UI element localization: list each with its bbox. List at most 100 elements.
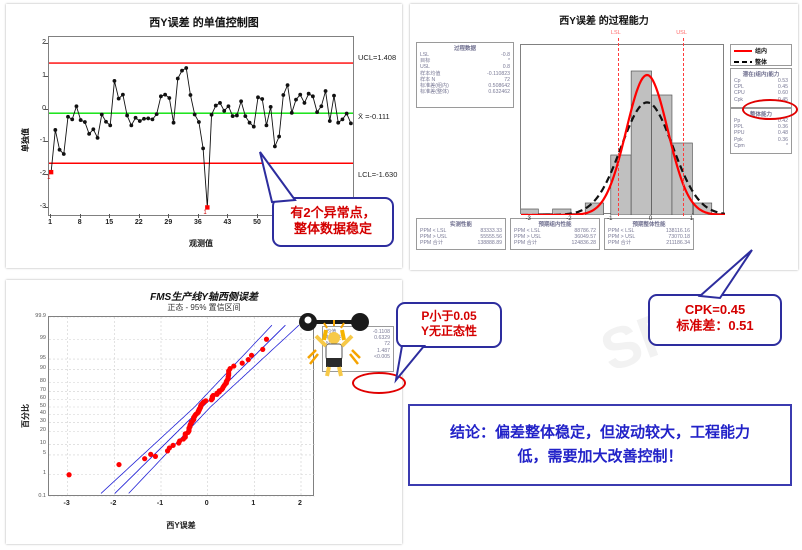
- within-capability-key: CPL: [734, 84, 744, 91]
- prob-plot-area: [48, 316, 315, 497]
- out-of-control-point: [49, 169, 54, 175]
- prob-y-tick: 60: [39, 395, 46, 402]
- data-point: [218, 101, 222, 105]
- performance-key: PPM 合计: [608, 240, 632, 247]
- overall-capability-key: PPU: [734, 130, 745, 137]
- performance-key: PPM > USL: [608, 234, 636, 241]
- data-point: [294, 97, 298, 102]
- histogram-bar: [521, 208, 539, 215]
- data-point: [227, 366, 233, 372]
- process-data-row: 样本均值 -0.110823: [417, 71, 513, 77]
- performance-row: PPM > USL 73070.18: [605, 234, 693, 240]
- data-point: [82, 120, 87, 124]
- data-point: [66, 472, 72, 478]
- performance-table: 预期整体性能 PPM < LSL 138116.16 PPM > USL 73070.1…: [604, 218, 694, 250]
- control-chart-callout: 有2个异常点， 整体数据稳定: [272, 197, 394, 247]
- pvalue-callout-line-2: Y无正态性: [420, 324, 477, 338]
- prob-x-tick: 0: [204, 500, 209, 507]
- conclusion-line-2: 低，需要加大改善控制！: [517, 448, 683, 465]
- x-tick: 15: [105, 219, 114, 226]
- data-point: [163, 92, 168, 97]
- legend-label-overall: 整体: [755, 60, 768, 66]
- data-point: [146, 116, 151, 121]
- pvalue-callout-pointer: [394, 345, 427, 384]
- data-point: [112, 78, 117, 83]
- prob-stat-value: 0.6329: [374, 335, 390, 342]
- overall-capability-key: PPL: [734, 124, 744, 131]
- x-tick: 29: [164, 219, 173, 226]
- performance-row: PPM 合计 124836.28: [511, 240, 599, 246]
- performance-row: PPM 合计 211186.34: [605, 240, 693, 246]
- data-point: [167, 96, 172, 100]
- x-tick-mark: [197, 214, 199, 218]
- x-tick: 1: [48, 219, 53, 226]
- data-point: [142, 456, 148, 462]
- prob-stat-key: 均值: [326, 329, 337, 335]
- data-point: [239, 360, 245, 366]
- overall-capability-row: Cpm *: [731, 143, 791, 149]
- data-point: [281, 93, 286, 97]
- data-point: [332, 93, 336, 98]
- performance-value: 88786.72: [574, 228, 596, 234]
- data-point: [230, 114, 235, 119]
- prob-y-tick: 95: [39, 354, 46, 361]
- x-tick-mark: [168, 214, 170, 218]
- prob-x-tick: 1: [251, 500, 256, 507]
- violation-label: 1: [203, 210, 207, 217]
- data-point: [70, 117, 75, 122]
- within-capability-row: CPL 0.45: [731, 84, 791, 90]
- prob-y-tick: 50: [39, 402, 46, 409]
- data-point: [116, 96, 121, 101]
- performance-table: 实测性能 PPM < LSL 83333.33 PPM > USL 55555.56 PP…: [416, 218, 506, 250]
- data-point: [171, 120, 176, 125]
- data-point: [323, 89, 328, 93]
- prob-y-tick: 99.9: [35, 312, 46, 319]
- prob-y-tick: 70: [39, 387, 46, 394]
- performance-key: PPM > USL: [514, 234, 542, 241]
- within-capability-value: 0.45: [777, 84, 788, 91]
- performance-row: PPM > USL 36049.57: [511, 234, 599, 240]
- within-capability-key: Cpk: [734, 96, 743, 103]
- prob-y-tick: 1: [42, 470, 46, 477]
- prob-x-tick: 2: [298, 500, 302, 507]
- control-chart-xlabel: 观测值: [189, 239, 213, 248]
- performance-table-header: 预期组内性能: [538, 222, 572, 228]
- y-tick: -1: [39, 137, 46, 145]
- data-point: [87, 132, 92, 136]
- process-data-value: *: [507, 58, 510, 65]
- capability-x-tick: -2: [566, 216, 572, 222]
- performance-row: PPM < LSL 88786.72: [511, 228, 599, 234]
- within-capability-row: Cp 0.53: [731, 78, 791, 84]
- conclusion-line-1: 结论：偏差整体稳定，但波动较大，工程能力: [449, 424, 750, 441]
- data-point: [95, 135, 100, 140]
- within-capability-value: 0.53: [777, 78, 788, 84]
- pvalue-highlight-ellipse: [352, 372, 406, 394]
- data-point: [150, 117, 155, 122]
- x-tick-mark: [79, 214, 81, 218]
- control-chart-callout-pointer: [259, 151, 297, 204]
- y-tick: 0: [30, 105, 46, 112]
- prob-plot-xlabel: 西Y误差: [166, 521, 196, 530]
- solid-line-icon: [734, 49, 752, 52]
- density-curve: [521, 73, 725, 215]
- performance-row: PPM 合计 138888.89: [417, 240, 505, 246]
- data-point: [310, 94, 315, 99]
- data-point: [231, 363, 237, 369]
- performance-key: PPM < LSL: [608, 228, 635, 234]
- process-data-key: 标准差(组内): [420, 83, 449, 90]
- capability-x-tick: 1: [689, 216, 694, 222]
- data-point: [289, 110, 294, 115]
- data-point: [319, 104, 324, 109]
- center-line-label: X̄ =-0.111: [358, 112, 390, 121]
- data-point: [104, 119, 108, 124]
- callout-line-2: 整体数据稳定: [293, 221, 372, 237]
- cpk-callout-line-1: CPK=0.45: [684, 302, 746, 317]
- performance-value: 138116.16: [665, 228, 690, 234]
- data-point: [142, 116, 146, 121]
- overall-capability-row: PPL 0.36: [731, 124, 791, 130]
- data-point: [116, 461, 122, 468]
- out-of-control-point: [205, 205, 210, 210]
- process-data-box: 过程数据 LSL -0.8 目标 * USL 0.8 样本均值 -0.110823 样本 N 72…: [416, 42, 514, 108]
- capability-svg: [521, 70, 725, 215]
- process-data-row: LSL -0.8: [417, 52, 513, 58]
